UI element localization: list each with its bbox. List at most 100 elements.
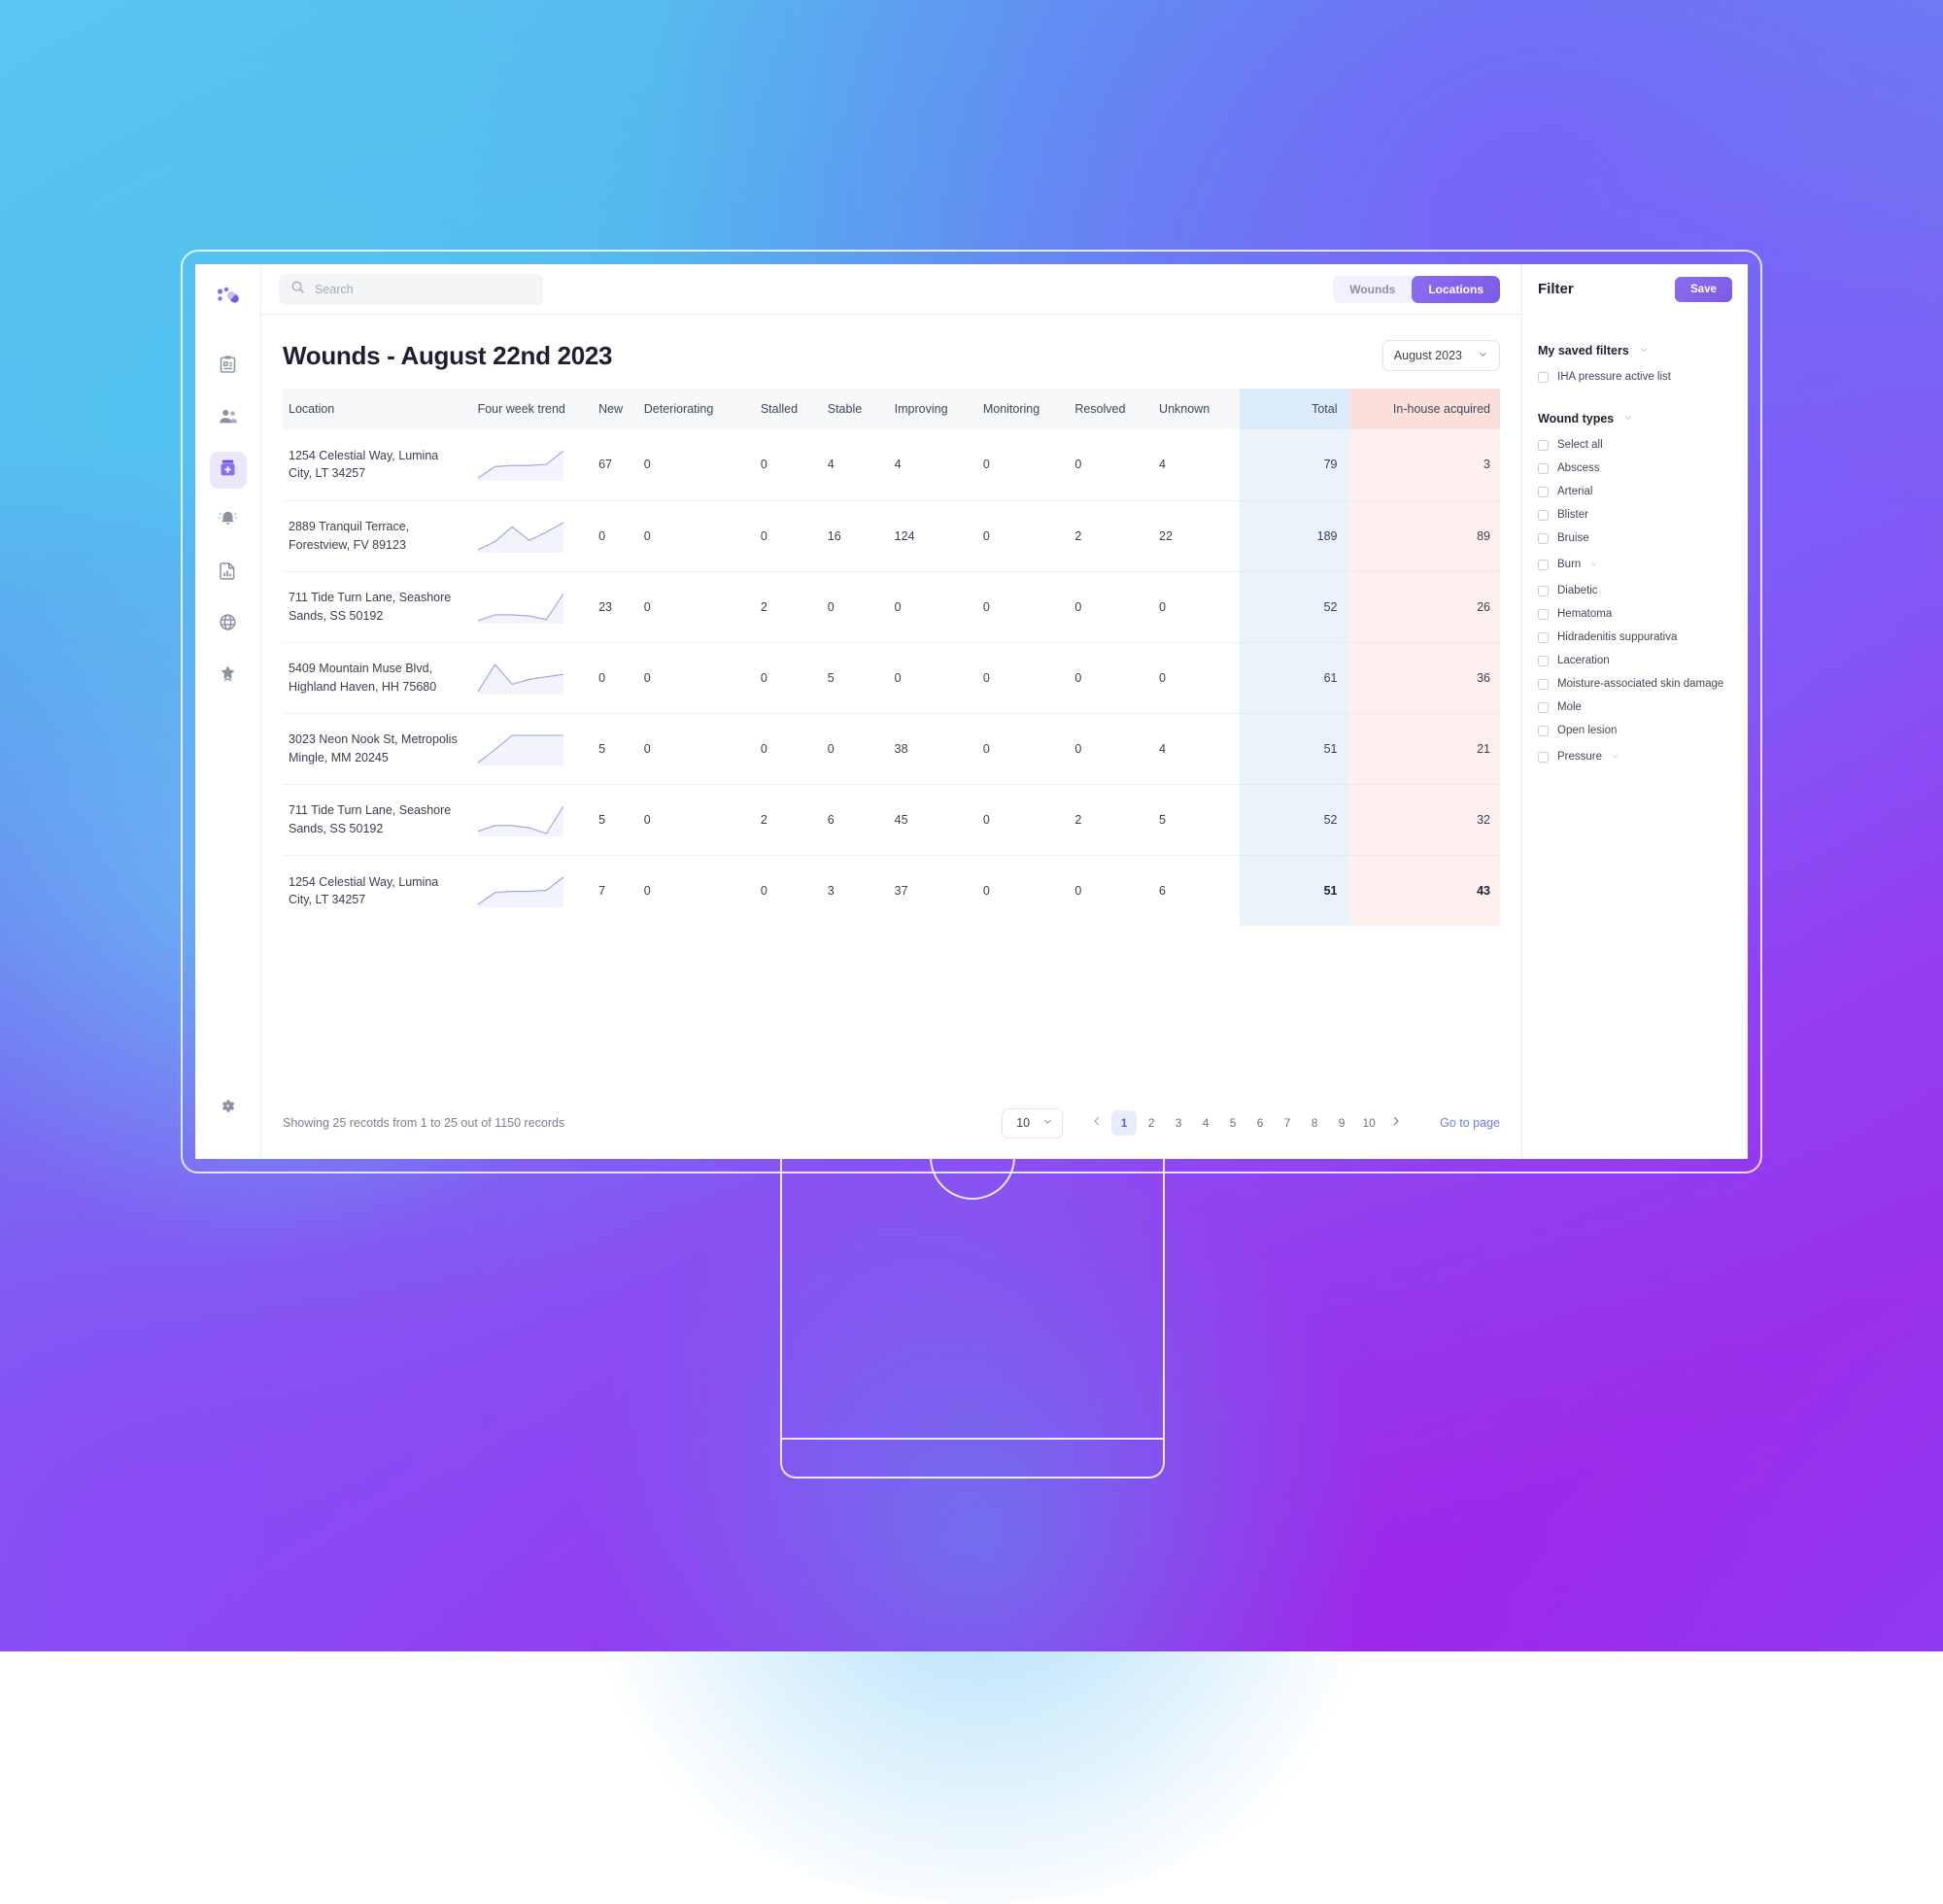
cell-location: 1254 Celestial Way, Lumina City, LT 3425… bbox=[283, 429, 472, 500]
cell-in-house-acquired: 36 bbox=[1350, 642, 1500, 713]
pagination-page-8[interactable]: 8 bbox=[1302, 1110, 1327, 1136]
toggle-locations-button[interactable]: Locations bbox=[1412, 276, 1500, 303]
col-new[interactable]: New bbox=[593, 389, 638, 429]
table-row[interactable]: 2889 Tranquil Terrace, Forestview, FV 89… bbox=[283, 500, 1500, 571]
checkbox[interactable] bbox=[1538, 679, 1549, 690]
pagination-page-3[interactable]: 3 bbox=[1166, 1110, 1191, 1136]
cell-deteriorating: 0 bbox=[638, 571, 755, 642]
saved-filters-group-header[interactable]: My saved filters bbox=[1538, 344, 1732, 357]
cell-four-week-trend-sparkline bbox=[472, 429, 594, 500]
table-row[interactable]: 1254 Celestial Way, Lumina City, LT 3425… bbox=[283, 429, 1500, 500]
table-row[interactable]: 711 Tide Turn Lane, Seashore Sands, SS 5… bbox=[283, 784, 1500, 855]
filter-label: Select all bbox=[1557, 439, 1603, 451]
checkbox[interactable] bbox=[1538, 586, 1549, 596]
wound-type-abscess[interactable]: Abscess bbox=[1538, 462, 1732, 474]
sidebar-item-wounds[interactable] bbox=[210, 452, 247, 489]
col-stable[interactable]: Stable bbox=[822, 389, 889, 429]
wound-type-bruise[interactable]: Bruise bbox=[1538, 532, 1732, 544]
chevron-down-icon bbox=[1623, 412, 1633, 425]
per-page-select[interactable]: 10 bbox=[1002, 1108, 1063, 1139]
sidebar-item-global[interactable] bbox=[210, 606, 247, 643]
col-total[interactable]: Total bbox=[1240, 389, 1351, 429]
checkbox[interactable] bbox=[1538, 560, 1549, 570]
wound-type-mole[interactable]: Mole bbox=[1538, 701, 1732, 713]
saved-filter-iha-pressure-active-list[interactable]: IHA pressure active list bbox=[1538, 371, 1732, 383]
pagination-page-5[interactable]: 5 bbox=[1220, 1110, 1245, 1136]
cell-new: 0 bbox=[593, 500, 638, 571]
col-four-week-trend[interactable]: Four week trend bbox=[472, 389, 594, 429]
wound-type-burn[interactable]: Burn bbox=[1538, 556, 1732, 573]
pagination-next-button[interactable] bbox=[1383, 1110, 1409, 1136]
topbar: Wounds Locations bbox=[261, 264, 1521, 315]
checkbox[interactable] bbox=[1538, 632, 1549, 643]
checkbox[interactable] bbox=[1538, 487, 1549, 497]
pagination-page-6[interactable]: 6 bbox=[1247, 1110, 1273, 1136]
cell-resolved: 0 bbox=[1069, 571, 1153, 642]
sidebar-item-reports[interactable] bbox=[210, 555, 247, 592]
chevron-down-icon[interactable] bbox=[1589, 556, 1598, 573]
filter-label: Laceration bbox=[1557, 655, 1610, 666]
search-input[interactable] bbox=[315, 283, 531, 296]
save-button[interactable]: Save bbox=[1675, 277, 1732, 302]
checkbox[interactable] bbox=[1538, 726, 1549, 736]
wound-type-select-all[interactable]: Select all bbox=[1538, 439, 1732, 451]
table-row[interactable]: 5409 Mountain Muse Blvd, Highland Haven,… bbox=[283, 642, 1500, 713]
wound-type-hidradenitis-suppurativa[interactable]: Hidradenitis suppurativa bbox=[1538, 631, 1732, 643]
wound-type-pressure[interactable]: Pressure bbox=[1538, 748, 1732, 765]
checkbox[interactable] bbox=[1538, 440, 1549, 451]
sidebar-item-settings[interactable] bbox=[210, 1090, 247, 1127]
wound-type-arterial[interactable]: Arterial bbox=[1538, 486, 1732, 497]
chevron-down-icon[interactable] bbox=[1611, 748, 1619, 765]
chevron-down-icon bbox=[1042, 1116, 1053, 1130]
checkbox[interactable] bbox=[1538, 656, 1549, 666]
wound-type-blister[interactable]: Blister bbox=[1538, 509, 1732, 521]
wound-type-open-lesion[interactable]: Open lesion bbox=[1538, 725, 1732, 736]
table-row[interactable]: 1254 Celestial Way, Lumina City, LT 3425… bbox=[283, 855, 1500, 926]
wound-type-laceration[interactable]: Laceration bbox=[1538, 655, 1732, 666]
checkbox[interactable] bbox=[1538, 533, 1549, 544]
pagination-prev-button[interactable] bbox=[1084, 1110, 1109, 1136]
go-to-page-link[interactable]: Go to page bbox=[1440, 1116, 1500, 1130]
pagination-page-1[interactable]: 1 bbox=[1111, 1110, 1137, 1136]
col-stalled[interactable]: Stalled bbox=[755, 389, 822, 429]
search-box[interactable] bbox=[279, 274, 543, 305]
pagination-page-9[interactable]: 9 bbox=[1329, 1110, 1354, 1136]
checkbox[interactable] bbox=[1538, 609, 1549, 620]
col-monitoring[interactable]: Monitoring bbox=[977, 389, 1070, 429]
month-filter-select[interactable]: August 2023 bbox=[1382, 340, 1500, 371]
checkbox[interactable] bbox=[1538, 752, 1549, 763]
pagination-page-7[interactable]: 7 bbox=[1275, 1110, 1300, 1136]
wound-type-diabetic[interactable]: Diabetic bbox=[1538, 585, 1732, 596]
sidebar-item-records[interactable] bbox=[210, 349, 247, 386]
checkbox[interactable] bbox=[1538, 510, 1549, 521]
wound-type-moisture-associated-skin-damage[interactable]: Moisture-associated skin damage bbox=[1538, 678, 1732, 690]
col-unknown[interactable]: Unknown bbox=[1153, 389, 1240, 429]
table-row[interactable]: 711 Tide Turn Lane, Seashore Sands, SS 5… bbox=[283, 571, 1500, 642]
checkbox[interactable] bbox=[1538, 463, 1549, 474]
sidebar-item-patients[interactable] bbox=[210, 400, 247, 437]
col-location[interactable]: Location bbox=[283, 389, 472, 429]
wound-type-hematoma[interactable]: Hematoma bbox=[1538, 608, 1732, 620]
pagination-page-2[interactable]: 2 bbox=[1139, 1110, 1164, 1136]
col-deteriorating[interactable]: Deteriorating bbox=[638, 389, 755, 429]
sidebar-item-alerts[interactable] bbox=[210, 503, 247, 540]
cell-unknown: 22 bbox=[1153, 500, 1240, 571]
toggle-wounds-button[interactable]: Wounds bbox=[1333, 276, 1412, 303]
cell-in-house-acquired: 26 bbox=[1350, 571, 1500, 642]
checkbox[interactable] bbox=[1538, 702, 1549, 713]
table-row[interactable]: 3023 Neon Nook St, Metropolis Mingle, MM… bbox=[283, 713, 1500, 784]
filter-label: Arterial bbox=[1557, 486, 1592, 497]
pagination-page-4[interactable]: 4 bbox=[1193, 1110, 1218, 1136]
cell-monitoring: 0 bbox=[977, 642, 1070, 713]
wounds-table: Location Four week trend New Deteriorati… bbox=[283, 389, 1500, 926]
cell-total: 51 bbox=[1240, 855, 1351, 926]
wound-types-group-header[interactable]: Wound types bbox=[1538, 412, 1732, 425]
col-improving[interactable]: Improving bbox=[889, 389, 977, 429]
checkbox[interactable] bbox=[1538, 372, 1549, 383]
pagination-page-10[interactable]: 10 bbox=[1356, 1110, 1381, 1136]
col-in-house-acquired[interactable]: In-house acquired bbox=[1350, 389, 1500, 429]
cell-four-week-trend-sparkline bbox=[472, 642, 594, 713]
col-resolved[interactable]: Resolved bbox=[1069, 389, 1153, 429]
pills-logo-icon[interactable] bbox=[216, 286, 241, 316]
sidebar-item-quality[interactable] bbox=[210, 658, 247, 695]
